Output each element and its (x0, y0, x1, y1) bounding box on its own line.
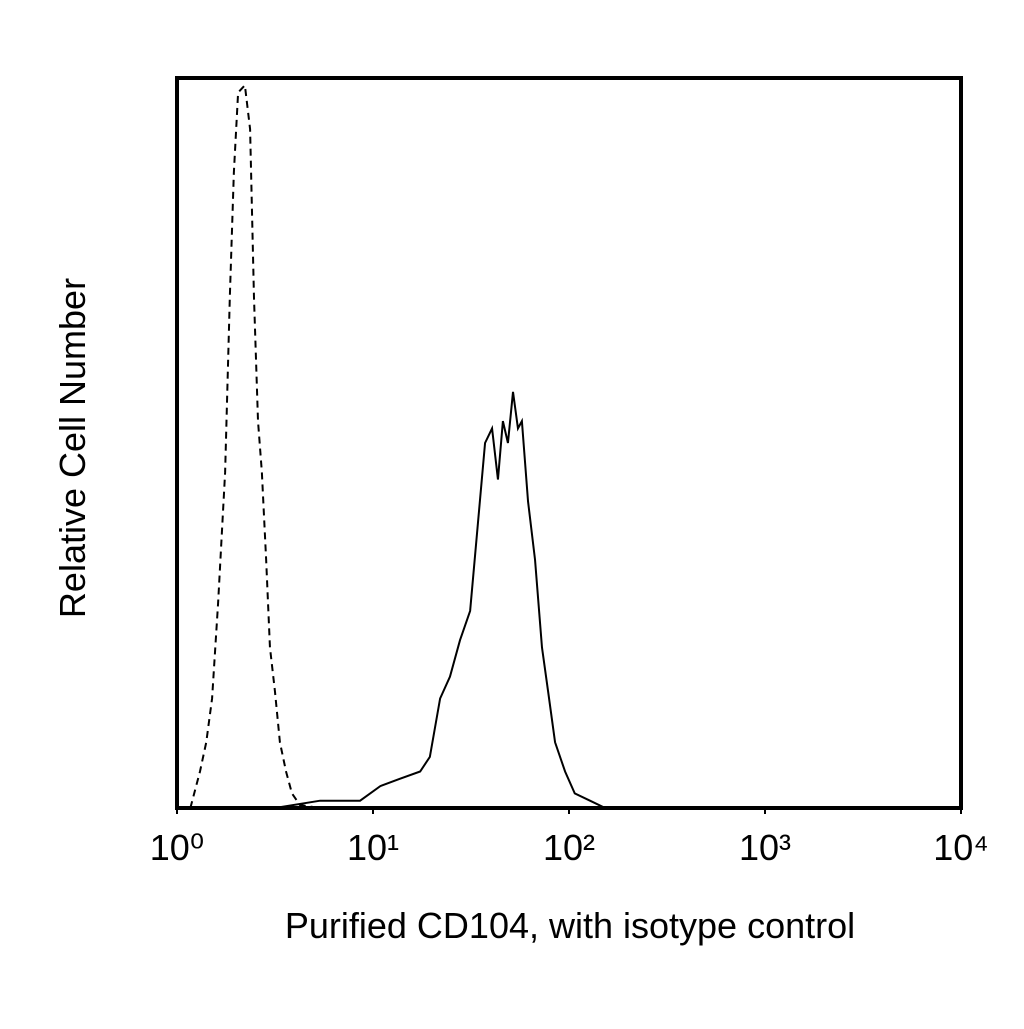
y-axis-label: Relative Cell Number (52, 278, 93, 618)
x-tick-label: 10³ (739, 827, 791, 868)
x-axis-label: Purified CD104, with isotype control (285, 905, 855, 946)
x-tick-label: 10² (543, 827, 595, 868)
x-tick-label: 10⁴ (933, 827, 989, 868)
x-tick-label: 10⁰ (150, 827, 204, 868)
histogram-line (274, 391, 606, 809)
x-tick-label: 10¹ (347, 827, 399, 868)
histogram-line (189, 83, 321, 809)
